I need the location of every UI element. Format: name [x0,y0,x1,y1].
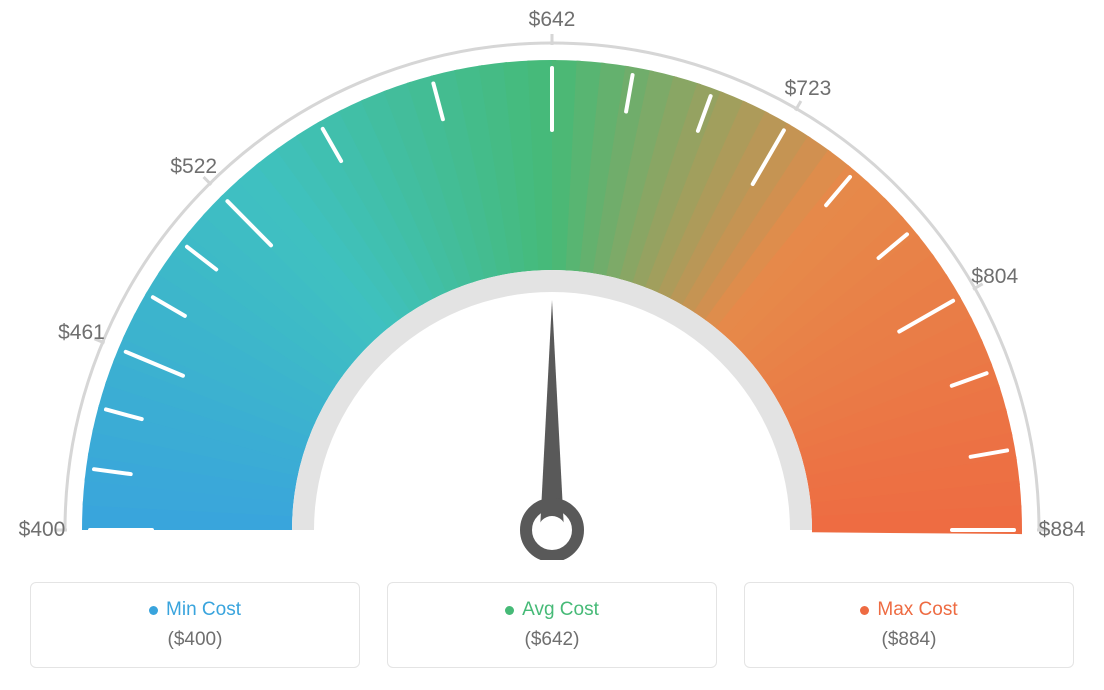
cost-gauge: $400 $461 $522 $642 $723 $804 $884 [0,0,1104,560]
gauge-tick-label: $522 [170,155,217,179]
gauge-tick-label: $642 [529,8,576,32]
legend-card-max: Max Cost ($884) [744,582,1074,668]
legend-avg-top: Avg Cost [505,599,599,621]
gauge-tick-label: $461 [58,321,105,345]
legend-max-label: Max Cost [877,599,957,621]
gauge-tick-label: $400 [19,518,66,542]
gauge-tick-label: $723 [785,77,832,101]
legend-dot-avg [505,606,514,615]
legend-max-top: Max Cost [860,599,957,621]
legend-min-value: ($400) [168,629,223,651]
gauge-tick-label: $884 [1039,518,1086,542]
legend-avg-label: Avg Cost [522,599,599,621]
legend-avg-value: ($642) [525,629,580,651]
legend-card-min: Min Cost ($400) [30,582,360,668]
legend-min-label: Min Cost [166,599,241,621]
legend-dot-max [860,606,869,615]
legend-row: Min Cost ($400) Avg Cost ($642) Max Cost… [0,582,1104,668]
gauge-needle [540,300,564,530]
legend-max-value: ($884) [882,629,937,651]
legend-min-top: Min Cost [149,599,241,621]
gauge-svg [0,0,1104,560]
legend-card-avg: Avg Cost ($642) [387,582,717,668]
gauge-tick-label: $804 [971,265,1018,289]
legend-dot-min [149,606,158,615]
